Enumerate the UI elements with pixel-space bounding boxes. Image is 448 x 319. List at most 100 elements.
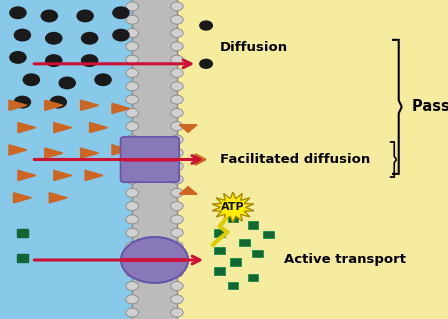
Bar: [228, 215, 238, 222]
Circle shape: [171, 228, 183, 237]
Circle shape: [171, 28, 183, 37]
Circle shape: [126, 162, 138, 171]
Circle shape: [171, 42, 183, 51]
Circle shape: [200, 59, 212, 68]
Polygon shape: [90, 122, 108, 133]
Circle shape: [10, 7, 26, 19]
Polygon shape: [54, 170, 72, 181]
FancyBboxPatch shape: [121, 160, 179, 182]
Circle shape: [126, 69, 138, 78]
Circle shape: [126, 135, 138, 144]
Circle shape: [46, 55, 62, 66]
Polygon shape: [49, 193, 67, 203]
Text: Passive transport: Passive transport: [412, 99, 448, 115]
Circle shape: [126, 188, 138, 197]
Circle shape: [126, 82, 138, 91]
Bar: [155, 0, 448, 319]
Circle shape: [171, 202, 183, 211]
Text: Active transport: Active transport: [284, 254, 406, 266]
Bar: [132, 0, 177, 319]
Bar: [248, 274, 258, 281]
Circle shape: [171, 15, 183, 24]
Circle shape: [171, 148, 183, 157]
Circle shape: [77, 10, 93, 22]
Bar: [252, 250, 263, 257]
Bar: [228, 282, 238, 289]
Polygon shape: [9, 100, 27, 110]
Circle shape: [82, 55, 98, 66]
Bar: [263, 231, 274, 238]
Circle shape: [126, 55, 138, 64]
Bar: [214, 229, 225, 237]
Circle shape: [171, 215, 183, 224]
Circle shape: [200, 21, 212, 30]
Text: Facilitated diffusion: Facilitated diffusion: [220, 153, 370, 166]
Ellipse shape: [121, 237, 188, 283]
Circle shape: [171, 175, 183, 184]
Circle shape: [113, 29, 129, 41]
Polygon shape: [81, 148, 99, 158]
Bar: [214, 267, 225, 275]
Circle shape: [171, 162, 183, 171]
Bar: [239, 239, 250, 246]
Polygon shape: [112, 145, 130, 155]
Circle shape: [126, 15, 138, 24]
Circle shape: [126, 241, 138, 250]
Bar: [17, 255, 28, 262]
Circle shape: [171, 295, 183, 304]
Polygon shape: [212, 192, 254, 223]
Circle shape: [113, 7, 129, 19]
Circle shape: [126, 268, 138, 277]
Polygon shape: [112, 103, 130, 114]
Polygon shape: [179, 187, 197, 194]
Bar: [17, 229, 28, 237]
Circle shape: [171, 122, 183, 131]
Polygon shape: [195, 154, 206, 165]
Circle shape: [126, 308, 138, 317]
Circle shape: [126, 175, 138, 184]
Circle shape: [171, 241, 183, 250]
Polygon shape: [179, 125, 197, 132]
Circle shape: [171, 282, 183, 291]
Circle shape: [171, 308, 183, 317]
Polygon shape: [18, 122, 36, 133]
Circle shape: [171, 82, 183, 91]
Circle shape: [82, 33, 98, 44]
Circle shape: [171, 268, 183, 277]
Text: Diffusion: Diffusion: [220, 41, 288, 54]
Circle shape: [171, 95, 183, 104]
Circle shape: [126, 122, 138, 131]
Text: ATP: ATP: [221, 202, 245, 212]
Circle shape: [95, 74, 111, 85]
Circle shape: [23, 74, 39, 85]
Circle shape: [171, 255, 183, 264]
Circle shape: [171, 188, 183, 197]
Polygon shape: [13, 193, 31, 203]
Circle shape: [126, 228, 138, 237]
Circle shape: [14, 96, 30, 108]
Polygon shape: [45, 148, 63, 158]
Circle shape: [126, 295, 138, 304]
Circle shape: [10, 52, 26, 63]
Circle shape: [126, 255, 138, 264]
Circle shape: [126, 202, 138, 211]
Circle shape: [126, 215, 138, 224]
Circle shape: [126, 42, 138, 51]
Circle shape: [46, 33, 62, 44]
Circle shape: [171, 2, 183, 11]
FancyBboxPatch shape: [121, 137, 179, 160]
Circle shape: [50, 96, 66, 108]
Circle shape: [126, 2, 138, 11]
Circle shape: [126, 282, 138, 291]
Polygon shape: [45, 100, 63, 110]
Circle shape: [171, 69, 183, 78]
Circle shape: [14, 29, 30, 41]
Bar: [214, 247, 225, 254]
Circle shape: [126, 148, 138, 157]
Circle shape: [171, 108, 183, 117]
Bar: [230, 258, 241, 266]
Circle shape: [126, 95, 138, 104]
Bar: [248, 221, 258, 229]
Polygon shape: [9, 145, 27, 155]
Circle shape: [171, 55, 183, 64]
